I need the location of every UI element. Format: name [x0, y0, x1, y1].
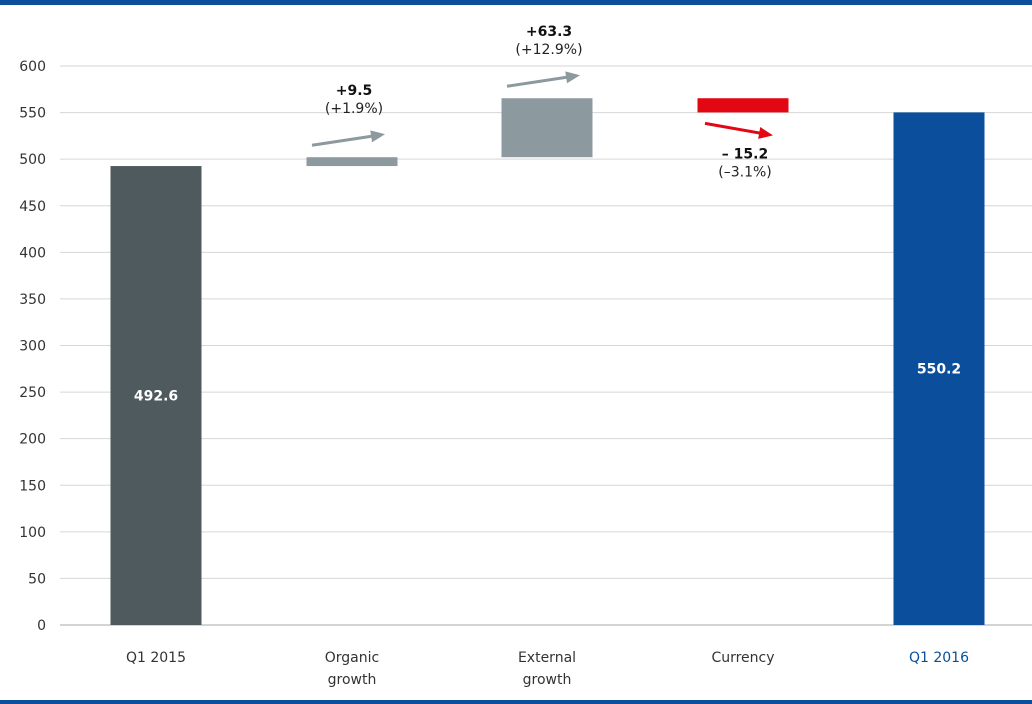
x-category-label: Q1 2016	[909, 650, 969, 666]
y-tick-label: 450	[19, 199, 46, 215]
delta-arrowhead	[565, 71, 580, 84]
delta-percent-label: (+1.9%)	[325, 101, 383, 117]
delta-value-label: +9.5	[336, 83, 373, 99]
delta-value-label: – 15.2	[722, 146, 768, 162]
y-tick-label: 500	[19, 152, 46, 168]
y-tick-label: 50	[28, 571, 46, 587]
x-category-label: Currency	[711, 650, 774, 666]
y-tick-label: 600	[19, 59, 46, 75]
y-tick-label: 150	[19, 478, 46, 494]
y-tick-label: 300	[19, 339, 46, 355]
x-category-label: growth	[523, 672, 572, 688]
top-rule	[0, 0, 1032, 5]
bar	[306, 157, 398, 167]
delta-value-label: +63.3	[526, 24, 572, 40]
bar	[110, 166, 202, 625]
y-tick-label: 350	[19, 292, 46, 308]
bar	[697, 98, 789, 113]
y-tick-label: 100	[19, 525, 46, 541]
delta-arrow	[506, 74, 575, 88]
y-tick-label: 250	[19, 385, 46, 401]
x-category-label: Q1 2015	[126, 650, 186, 666]
y-tick-label: 200	[19, 432, 46, 448]
delta-arrowhead	[370, 130, 385, 143]
delta-percent-label: (+12.9%)	[515, 42, 582, 58]
bar-value-label: 550.2	[917, 362, 961, 378]
bar	[501, 98, 593, 158]
x-category-label: growth	[328, 672, 377, 688]
bar-value-label: 492.6	[134, 389, 178, 405]
bottom-rule	[0, 700, 1032, 704]
x-category-label: External	[518, 650, 576, 666]
y-tick-label: 550	[19, 106, 46, 122]
delta-arrow	[311, 133, 380, 147]
delta-arrowhead	[758, 127, 773, 139]
y-tick-label: 0	[37, 618, 46, 634]
x-category-label: Organic	[325, 650, 379, 666]
delta-percent-label: (–3.1%)	[718, 164, 772, 180]
delta-arrow	[704, 121, 768, 136]
y-tick-label: 400	[19, 245, 46, 261]
bar	[893, 112, 985, 626]
